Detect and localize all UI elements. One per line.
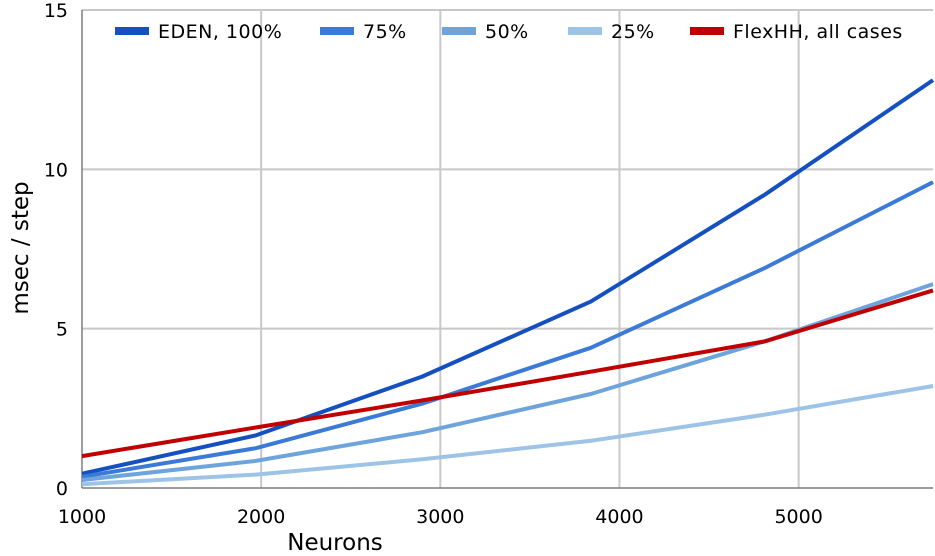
axes	[81, 10, 933, 489]
series-line	[81, 288, 934, 459]
legend-item: 25%	[568, 21, 655, 43]
gridlines	[82, 9, 933, 488]
x-tick-label: 1000	[58, 506, 106, 528]
y-tick-label: 15	[44, 0, 68, 22]
legend-item: FlexHH, all cases	[690, 21, 903, 43]
series-line	[81, 384, 934, 487]
legend-item: 50%	[442, 21, 529, 43]
legend-label: FlexHH, all cases	[733, 21, 903, 43]
legend-label: 75%	[363, 21, 407, 43]
y-tick-label: 10	[44, 159, 68, 181]
series-line	[81, 180, 934, 479]
x-tick-label: 4000	[595, 506, 643, 528]
tick-labels: 1000 2000 3000 4000 5000 0 5 10 15	[44, 0, 823, 528]
x-tick-label: 3000	[416, 506, 464, 528]
y-tick-label: 5	[56, 319, 68, 341]
legend-label: EDEN, 100%	[158, 21, 282, 43]
legend-item: 75%	[320, 21, 407, 43]
x-axis-label: Neurons	[287, 530, 383, 556]
legend-label: 50%	[485, 21, 529, 43]
series-line	[81, 78, 935, 476]
x-tick-label: 5000	[774, 506, 822, 528]
y-axis-label: msec / step	[8, 181, 34, 314]
series-lines	[81, 78, 935, 487]
x-tick-label: 2000	[237, 506, 285, 528]
legend-label: 25%	[611, 21, 655, 43]
y-tick-label: 0	[56, 478, 68, 500]
legend-item: EDEN, 100%	[115, 21, 282, 43]
legend: EDEN, 100% 75% 50% 25% FlexHH, all cases	[115, 21, 903, 43]
